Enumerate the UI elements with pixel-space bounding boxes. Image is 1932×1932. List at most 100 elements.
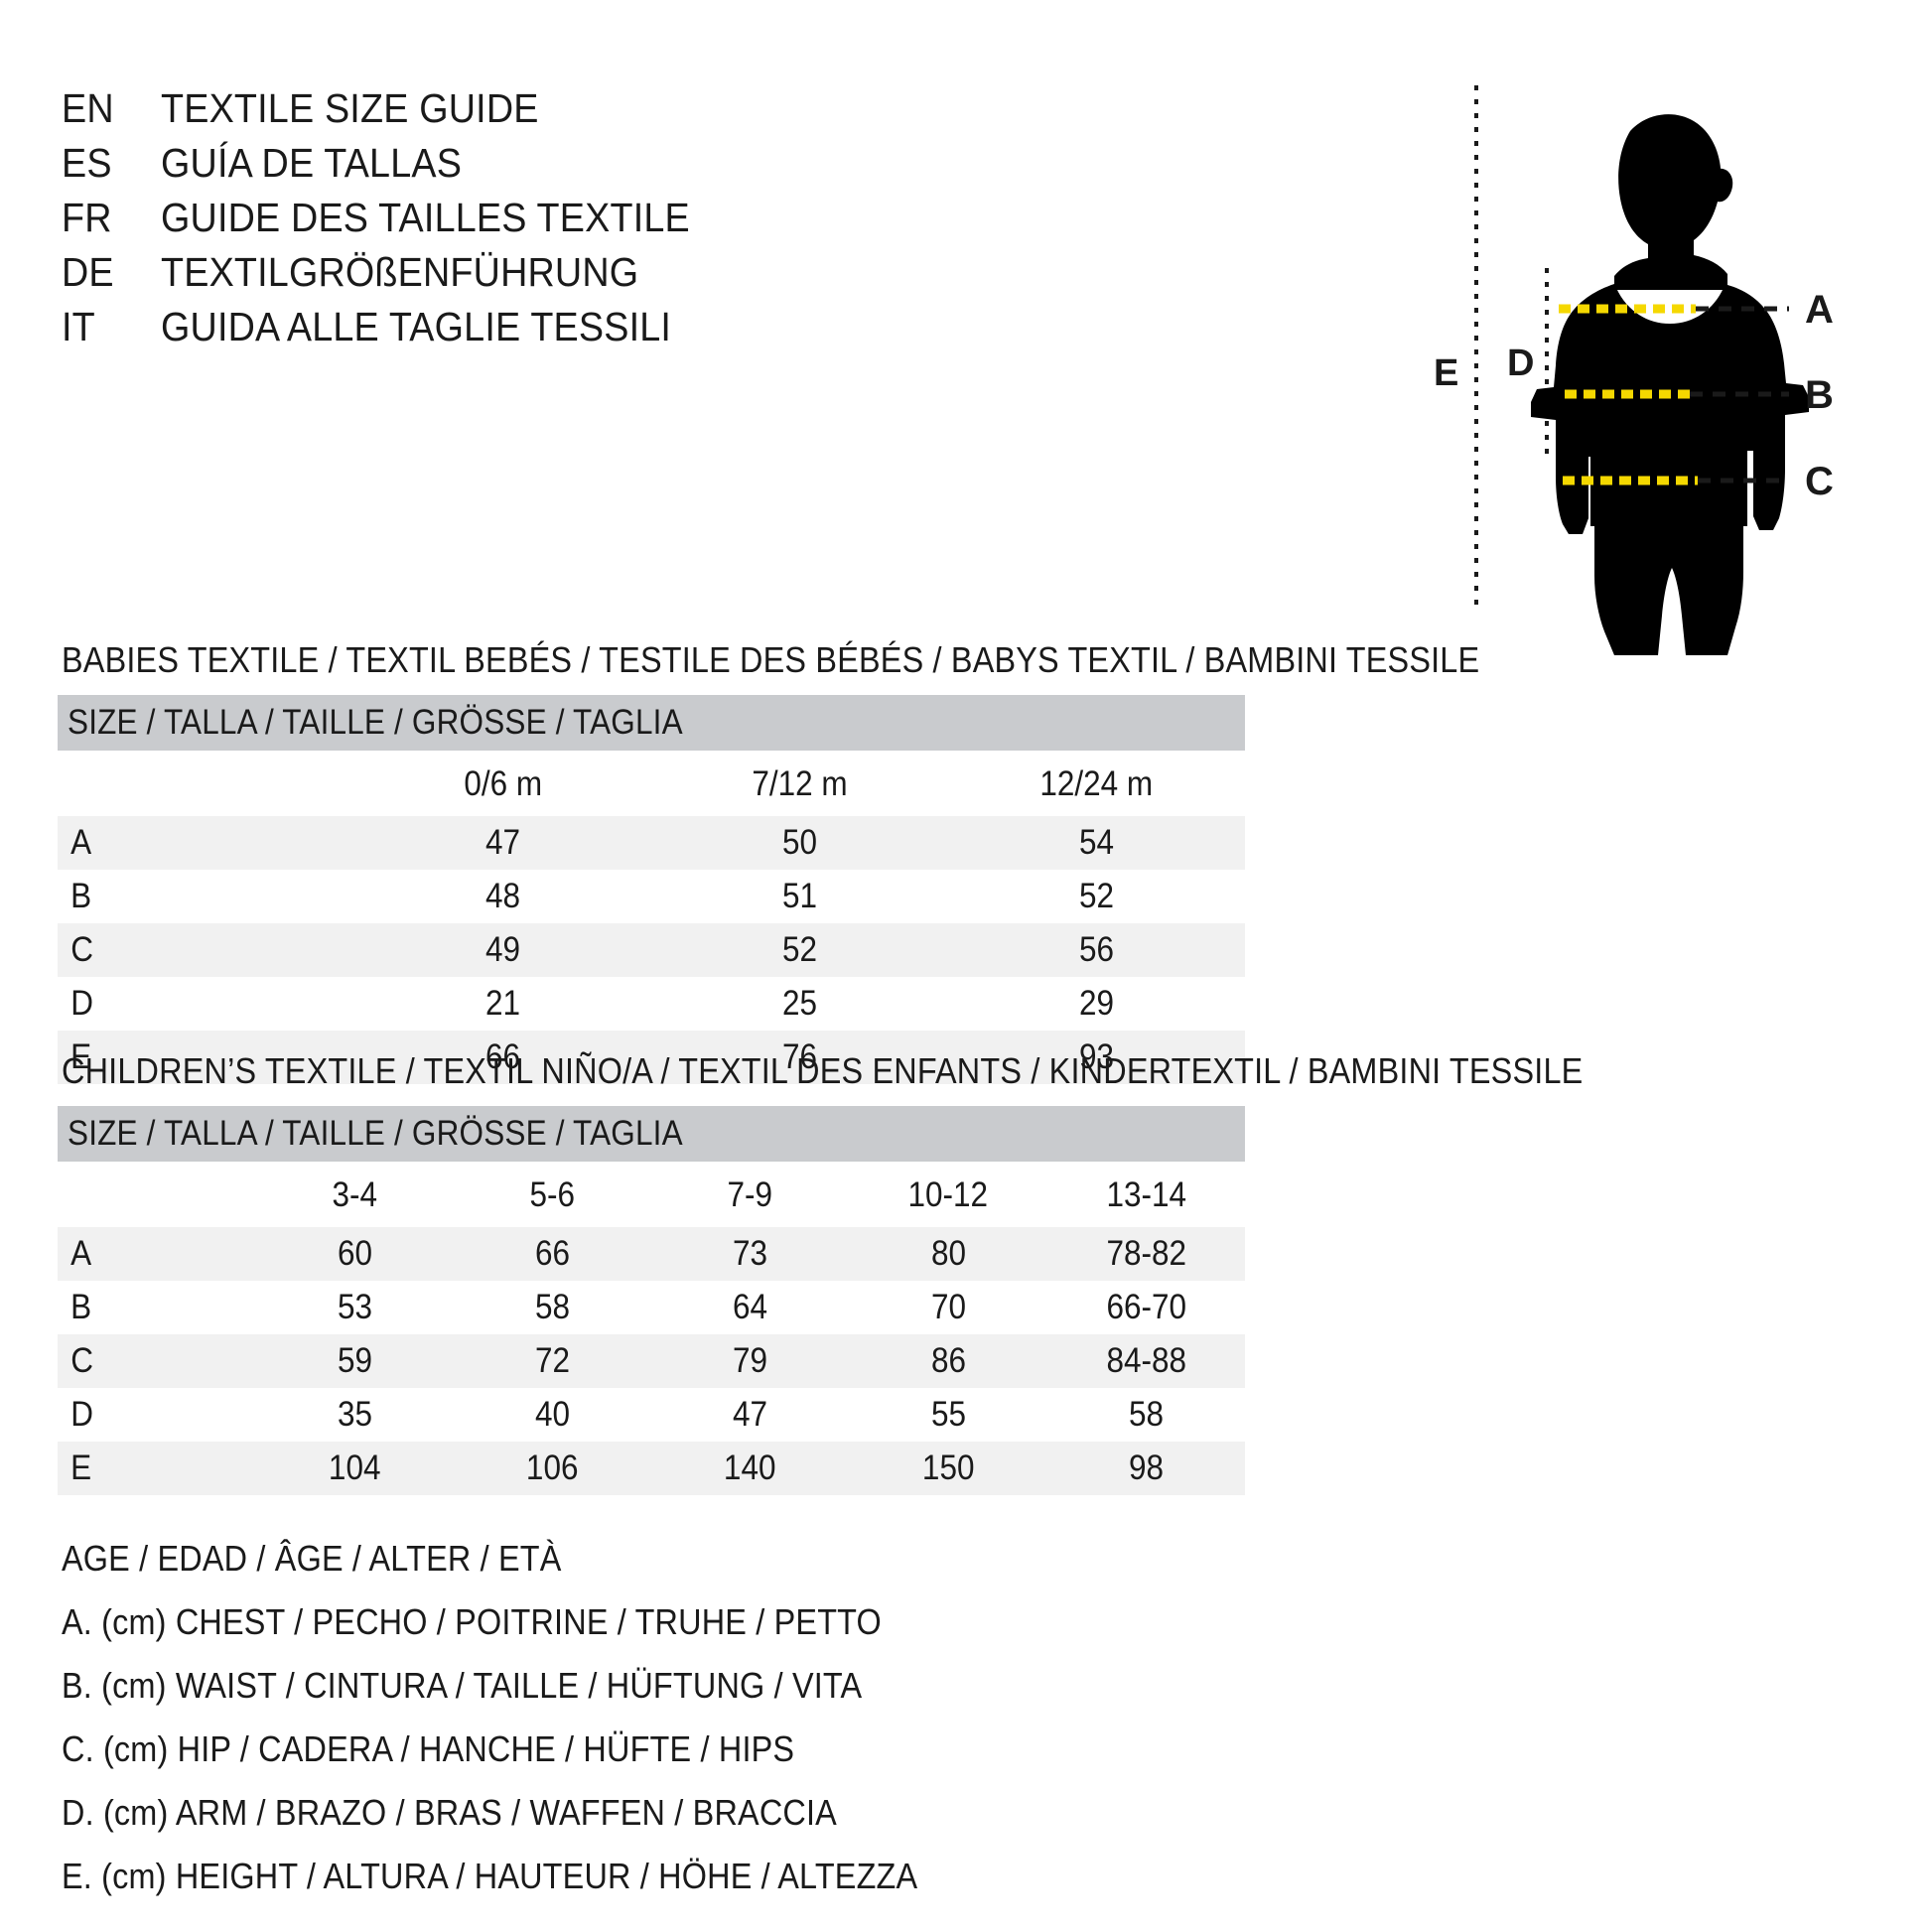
children-col-header-4: 13-14 [1046, 1162, 1245, 1227]
children-col-header-0: 3-4 [255, 1162, 454, 1227]
children-cell-d-1: 40 [534, 1395, 570, 1434]
children-cell-d-3: 55 [930, 1395, 966, 1434]
babies-col-header-1: 7/12 m [651, 751, 948, 816]
children-cell-d-4: 58 [1128, 1395, 1164, 1434]
arm-label-d: D [1507, 343, 1534, 384]
children-cell-a-2: 73 [650, 1227, 850, 1281]
table-row: E 104 106 140 150 98 [58, 1442, 1245, 1495]
children-row-label-c: C [58, 1334, 256, 1388]
waist-label-b: B [1805, 373, 1834, 417]
babies-cell-b-2: 52 [1078, 877, 1115, 915]
babies-table-title-bar: SIZE / TALLA / TAILLE / GRÖSSE / TAGLIA [58, 695, 1245, 751]
babies-row-label-b: B [70, 877, 92, 915]
table-row: D 21 25 29 [58, 977, 1245, 1031]
babies-cell-c-2: 56 [948, 923, 1245, 977]
babies-cell-e-1: 76 [651, 1031, 948, 1084]
children-cell-e-3: 150 [849, 1442, 1047, 1495]
babies-col-header-0: 0/6 m [354, 751, 651, 816]
children-corner-cell [58, 1162, 256, 1227]
children-col-header-2: 7-9 [650, 1162, 850, 1227]
babies-row-label-c: C [58, 923, 354, 977]
babies-cell-e-2: 93 [948, 1031, 1245, 1084]
babies-corner-cell [58, 751, 354, 816]
children-cell-a-0: 60 [255, 1227, 454, 1281]
babies-table-title-text: SIZE / TALLA / TAILLE / GRÖSSE / TAGLIA [68, 703, 683, 742]
measurement-legend: AGE / EDAD / ÂGE / ALTER / ETÀ A. (cm) C… [62, 1527, 1253, 1908]
children-cell-a-4: 78-82 [1046, 1227, 1245, 1281]
children-col-header-1: 5-6 [453, 1162, 651, 1227]
legend-line-age: AGE / EDAD / ÂGE / ALTER / ETÀ [62, 1538, 562, 1579]
legend-line-height: E. (cm) HEIGHT / ALTURA / HAUTEUR / HÖHE… [62, 1856, 918, 1896]
children-cell-c-1: 72 [453, 1334, 651, 1388]
title-text-it: GUIDA ALLE TAGLIE TESSILI [161, 304, 672, 349]
babies-table-title-cell: SIZE / TALLA / TAILLE / GRÖSSE / TAGLIA [58, 695, 1245, 751]
babies-cell-d-1: 25 [781, 984, 818, 1023]
title-lang-es: ES [62, 140, 112, 186]
title-row-it: IT GUIDA ALLE TAGLIE TESSILI [62, 304, 1114, 358]
babies-cell-a-2: 54 [948, 816, 1245, 870]
title-text-fr: GUIDE DES TAILLES TEXTILE [161, 195, 690, 240]
children-table-title-bar: SIZE / TALLA / TAILLE / GRÖSSE / TAGLIA [58, 1106, 1245, 1162]
children-column-header-row: 3-4 5-6 7-9 10-12 13-14 [58, 1162, 1245, 1227]
title-lang-en: EN [62, 85, 114, 131]
children-cell-a-1: 66 [453, 1227, 651, 1281]
babies-col-header-label-0: 0/6 m [464, 764, 542, 803]
babies-cell-a-0: 47 [354, 816, 651, 870]
children-cell-c-0: 59 [255, 1334, 454, 1388]
children-cell-e-1: 106 [453, 1442, 651, 1495]
title-text-de: TEXTILGRÖßENFÜHRUNG [161, 249, 639, 295]
legend-line-arm: D. (cm) ARM / BRAZO / BRAS / WAFFEN / BR… [62, 1792, 837, 1833]
babies-column-header-row: 0/6 m 7/12 m 12/24 m [58, 751, 1245, 816]
table-row: D 35 40 47 55 58 [58, 1388, 1245, 1442]
babies-col-header-2: 12/24 m [948, 751, 1245, 816]
children-table-title-cell: SIZE / TALLA / TAILLE / GRÖSSE / TAGLIA [58, 1106, 1245, 1162]
legend-line-waist: B. (cm) WAIST / CINTURA / TAILLE / HÜFTU… [62, 1665, 863, 1706]
table-row: C 59 72 79 86 84-88 [58, 1334, 1245, 1388]
measurement-figure-diagram: A B C D E [1420, 60, 1916, 655]
children-row-label-a: A [58, 1227, 256, 1281]
child-silhouette [1531, 114, 1809, 655]
table-row: B 48 51 52 [58, 870, 1245, 923]
table-row: E 66 76 93 [58, 1031, 1245, 1084]
babies-col-header-label-1: 7/12 m [752, 764, 848, 803]
legend-line-chest: A. (cm) CHEST / PECHO / POITRINE / TRUHE… [62, 1601, 882, 1642]
babies-row-label-e: E [58, 1031, 354, 1084]
children-cell-b-4: 66-70 [1106, 1288, 1186, 1326]
title-lang-de: DE [62, 249, 114, 295]
children-row-label-e: E [58, 1442, 256, 1495]
table-row: A 47 50 54 [58, 816, 1245, 870]
children-cell-b-2: 64 [733, 1288, 768, 1326]
children-cell-c-2: 79 [650, 1334, 850, 1388]
title-row-es: ES GUÍA DE TALLAS [62, 140, 1114, 195]
children-section-heading: CHILDREN’S TEXTILE / TEXTIL NIÑO/A / TEX… [62, 1050, 1584, 1091]
table-row: C 49 52 56 [58, 923, 1245, 977]
children-table-title-text: SIZE / TALLA / TAILLE / GRÖSSE / TAGLIA [68, 1114, 683, 1153]
children-cell-c-4: 84-88 [1046, 1334, 1245, 1388]
babies-cell-a-1: 50 [651, 816, 948, 870]
babies-col-header-label-2: 12/24 m [1039, 764, 1154, 803]
babies-size-table: SIZE / TALLA / TAILLE / GRÖSSE / TAGLIA … [58, 695, 1245, 1084]
children-cell-e-2: 140 [650, 1442, 850, 1495]
title-row-en: EN TEXTILE SIZE GUIDE [62, 85, 1114, 140]
children-cell-b-0: 53 [337, 1288, 372, 1326]
babies-cell-c-0: 49 [354, 923, 651, 977]
chest-label-a: A [1805, 288, 1834, 332]
height-label-e: E [1434, 352, 1458, 394]
children-cell-a-3: 80 [849, 1227, 1047, 1281]
title-row-fr: FR GUIDE DES TAILLES TEXTILE [62, 195, 1114, 249]
table-row: B 53 58 64 70 66-70 [58, 1281, 1245, 1334]
title-lang-it: IT [62, 304, 95, 349]
children-size-table: SIZE / TALLA / TAILLE / GRÖSSE / TAGLIA … [58, 1106, 1245, 1495]
babies-cell-d-0: 21 [484, 984, 521, 1023]
table-row: A 60 66 73 80 78-82 [58, 1227, 1245, 1281]
children-cell-b-1: 58 [534, 1288, 570, 1326]
title-lang-fr: FR [62, 195, 112, 240]
babies-cell-c-1: 52 [651, 923, 948, 977]
children-cell-d-0: 35 [337, 1395, 372, 1434]
title-text-es: GUÍA DE TALLAS [161, 140, 463, 186]
babies-cell-b-1: 51 [781, 877, 818, 915]
babies-cell-e-0: 66 [354, 1031, 651, 1084]
children-cell-e-0: 104 [255, 1442, 454, 1495]
hip-label-c: C [1805, 460, 1834, 503]
children-cell-d-2: 47 [733, 1395, 768, 1434]
